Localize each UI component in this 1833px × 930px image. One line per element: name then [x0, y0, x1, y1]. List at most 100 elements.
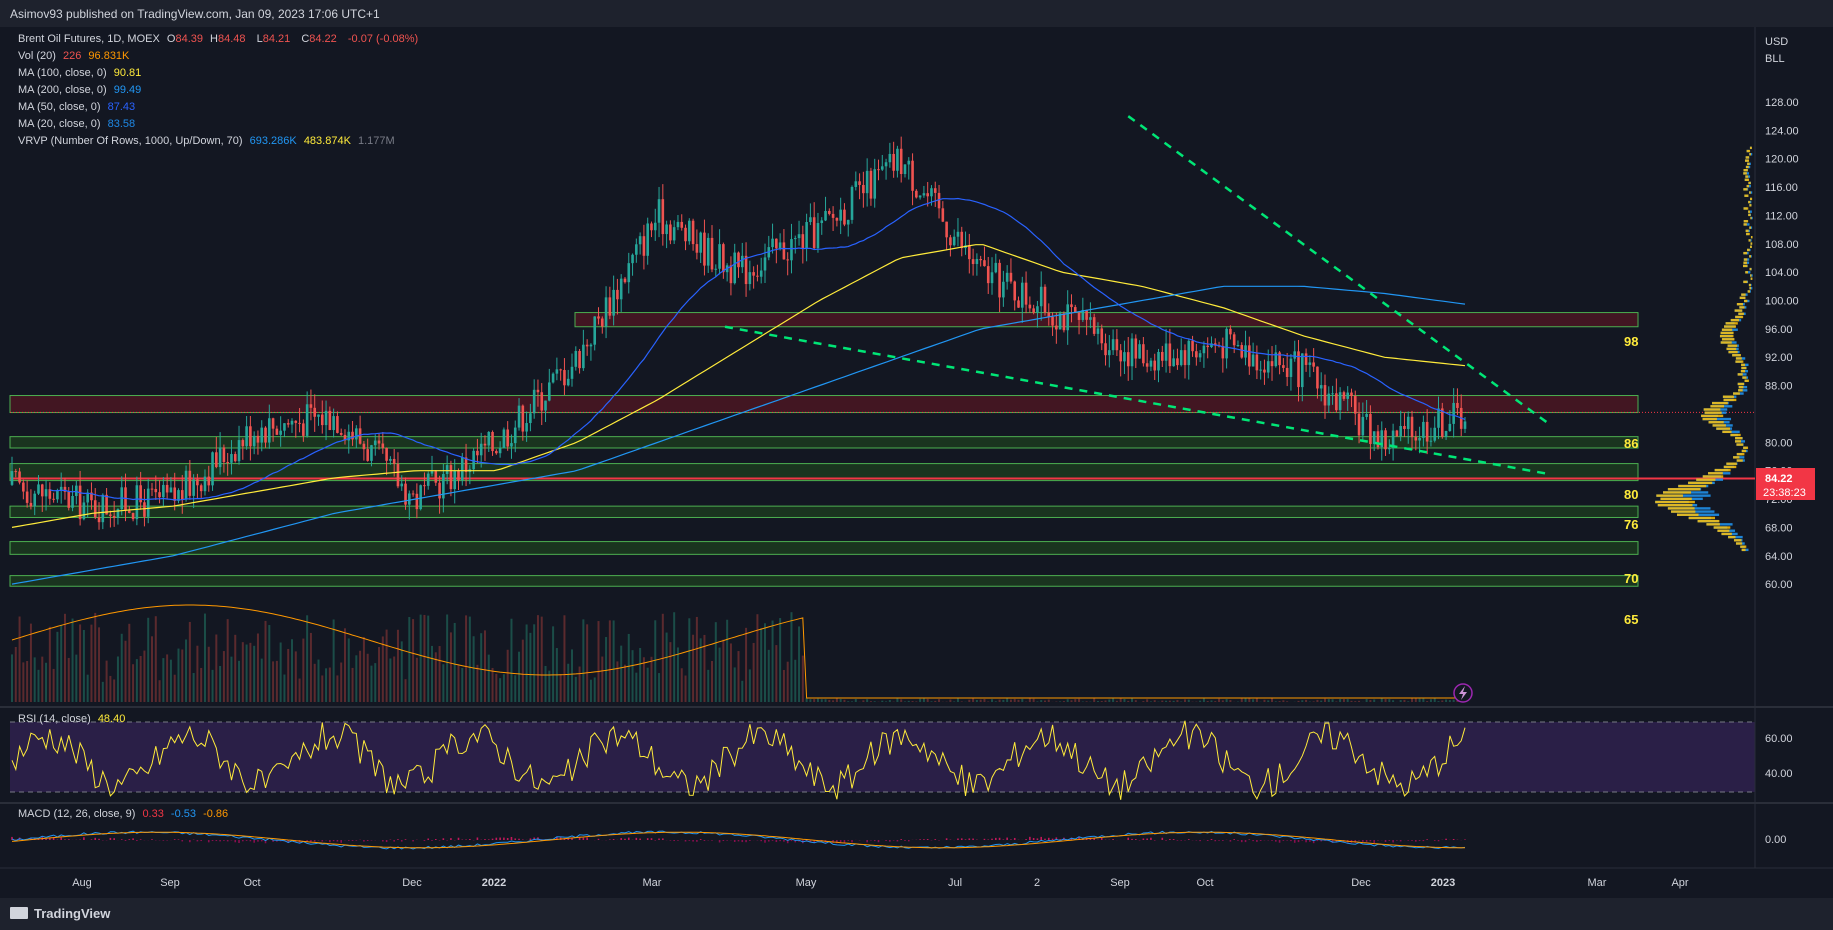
volume-bar — [1388, 699, 1391, 702]
candle-body — [1414, 437, 1418, 441]
price-tick-label: 112.00 — [1765, 210, 1798, 222]
macd-histogram-bar — [722, 840, 725, 842]
price-tick-label: 96.00 — [1765, 324, 1793, 336]
volume-bar — [385, 629, 388, 702]
candle-body — [540, 392, 544, 411]
volume-bar — [741, 680, 744, 702]
profile-down-bar — [1655, 500, 1695, 504]
candle-body — [1070, 304, 1073, 308]
profile-down-bar — [1735, 315, 1744, 319]
candle-body — [434, 471, 438, 483]
rsi-legend[interactable]: RSI (14, close) 48.40 — [18, 713, 129, 725]
macd-histogram-bar — [889, 840, 891, 842]
volume-bar — [465, 615, 468, 702]
macd-histogram-bar — [934, 839, 937, 840]
candle-body — [854, 181, 858, 187]
trendline — [724, 325, 1551, 476]
tradingview-logo[interactable]: TradingView — [10, 906, 110, 921]
volume-bar — [120, 633, 123, 702]
candle-body — [797, 234, 801, 239]
time-axis-label: Mar — [643, 877, 662, 889]
macd-histogram-bar — [995, 837, 997, 840]
profile-down-bar — [1688, 481, 1713, 485]
ma100-line — [11, 244, 1466, 528]
volume-bar — [835, 698, 838, 702]
candle-body — [888, 153, 892, 163]
candle-body — [1024, 282, 1028, 305]
profile-down-bar — [1741, 366, 1747, 370]
profile-down-bar — [1741, 548, 1746, 552]
macd-histogram-bar — [836, 840, 838, 844]
profile-down-bar — [1728, 535, 1736, 539]
candle-body — [1115, 339, 1119, 351]
profile-down-bar — [1706, 523, 1720, 526]
macd-histogram-bar — [382, 840, 384, 842]
lightning-icon[interactable] — [1453, 683, 1473, 703]
volume-bar — [41, 656, 44, 702]
profile-down-bar — [1716, 427, 1731, 430]
volume-bar — [1036, 701, 1039, 702]
macd-histogram-bar — [1415, 840, 1417, 842]
macd-histogram-bar — [67, 839, 70, 840]
price-tick-label: 116.00 — [1765, 182, 1798, 194]
profile-down-bar — [1735, 440, 1742, 443]
candle-body — [1176, 358, 1179, 366]
macd-histogram-bar — [624, 838, 626, 840]
macd-histogram-bar — [1127, 837, 1130, 840]
volume-bar — [620, 645, 623, 702]
candle-body — [646, 223, 649, 256]
volume-bar — [510, 618, 513, 702]
profile-down-bar — [1678, 484, 1707, 488]
candle-body — [419, 485, 422, 510]
ma20-legend[interactable]: MA (20, close, 0) 83.58 — [18, 118, 139, 130]
volume-bar — [953, 701, 956, 702]
candle-body — [1195, 351, 1198, 358]
volume-bar — [688, 618, 691, 702]
profile-down-bar — [1748, 181, 1751, 185]
macd-histogram-bar — [223, 840, 225, 841]
volume-bar — [71, 618, 74, 702]
volume-bar — [748, 669, 751, 702]
rsi-line — [11, 720, 1466, 800]
profile-down-bar — [1740, 370, 1746, 373]
candle-body — [37, 484, 40, 494]
macd-legend[interactable]: MACD (12, 26, close, 9) 0.33 -0.53 -0.86 — [18, 808, 232, 820]
macd-histogram-bar — [1365, 840, 1368, 842]
candle-body — [843, 209, 846, 225]
candle-body — [1213, 343, 1217, 346]
candle-body — [1134, 338, 1138, 359]
candle-body — [430, 471, 434, 474]
volume-bar — [1202, 698, 1205, 702]
candle-body — [408, 493, 411, 505]
volume-bar — [956, 698, 959, 702]
candle-body — [377, 440, 381, 444]
volume-bar — [907, 700, 910, 702]
ma200-legend[interactable]: MA (200, close, 0) 99.49 — [18, 84, 145, 96]
candle-body — [1270, 361, 1274, 367]
price-tick-label: 68.00 — [1765, 522, 1793, 534]
candle-body — [40, 484, 44, 497]
candle-body — [1058, 313, 1062, 330]
ma50-legend[interactable]: MA (50, close, 0) 87.43 — [18, 101, 139, 113]
volume-bar — [1183, 699, 1186, 702]
price-chart[interactable]: 128.00 124.00 120.00 116.00 112.00 108.00 104.… — [0, 27, 1833, 898]
macd-histogram-bar — [423, 840, 426, 842]
candle-body — [1047, 312, 1051, 318]
macd-histogram-bar — [249, 840, 252, 842]
vol-legend[interactable]: Vol (20) 226 96.831K — [18, 50, 133, 62]
ma100-legend[interactable]: MA (100, close, 0) 90.81 — [18, 67, 145, 79]
macd-histogram-bar — [1029, 836, 1031, 840]
profile-down-bar — [1743, 223, 1747, 226]
candle-body — [1422, 421, 1425, 438]
volume-bar — [219, 665, 222, 702]
macd-histogram-bar — [1373, 840, 1375, 843]
macd-histogram-bar — [355, 840, 358, 841]
volume-bar — [578, 666, 581, 702]
candle-body — [865, 170, 869, 194]
candle-body — [1013, 281, 1017, 301]
volume-bar — [771, 620, 774, 702]
vrvp-legend[interactable]: VRVP (Number Of Rows, 1000, Up/Down, 70)… — [18, 135, 399, 147]
symbol-legend[interactable]: Brent Oil Futures, 1D, MOEX O84.39 H84.4… — [18, 33, 422, 45]
profile-down-bar — [1720, 341, 1732, 344]
volume-bar — [828, 699, 831, 702]
